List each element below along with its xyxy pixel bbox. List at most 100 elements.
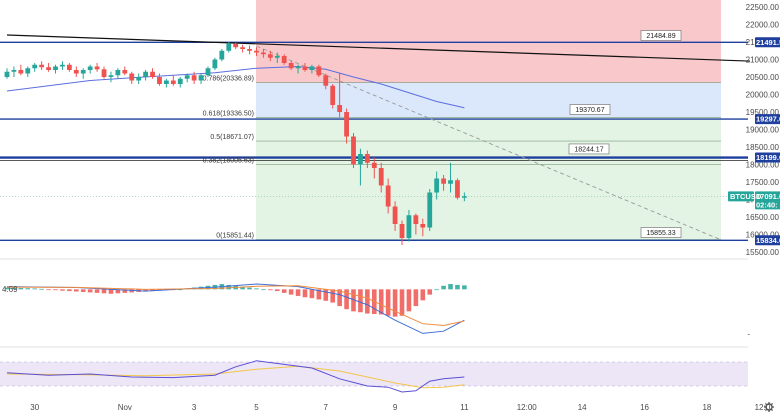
candle-body[interactable]	[136, 77, 142, 81]
candle-body[interactable]	[302, 66, 308, 71]
macd-histogram-bar	[11, 287, 17, 290]
macd-histogram-bar	[74, 289, 79, 292]
candle-body[interactable]	[399, 224, 405, 238]
candlesticks[interactable]	[4, 42, 467, 245]
candle-body[interactable]	[32, 64, 38, 69]
candle-body[interactable]	[434, 178, 440, 193]
candle-body[interactable]	[351, 136, 356, 165]
candle-body[interactable]	[413, 215, 419, 224]
rsi-moving-average	[6, 365, 465, 389]
candle-body[interactable]	[122, 70, 128, 74]
candle-body[interactable]	[4, 71, 10, 77]
candle-body[interactable]	[46, 67, 51, 70]
time-tick-label: 11	[460, 403, 469, 412]
time-tick-label: 16	[640, 403, 649, 412]
candle-body[interactable]	[441, 178, 446, 184]
time-tick-label: 5	[254, 403, 259, 412]
time-tick-label: 12:00	[517, 403, 538, 412]
candle-body[interactable]	[288, 63, 294, 69]
macd-histogram-bar	[365, 289, 370, 314]
fib-label-3: 0.382(18005.63)	[203, 157, 254, 164]
candle-body[interactable]	[177, 78, 183, 84]
macd-histogram-bar	[4, 287, 10, 290]
rsi-pane: 75.0050.0025.00	[0, 346, 780, 394]
candle-body[interactable]	[233, 43, 239, 48]
candle-body[interactable]	[295, 66, 301, 69]
macd-pane: 500.000.00-500.00-1000.004.69	[0, 258, 780, 338]
macd-histogram-bar	[295, 289, 301, 296]
candle-body[interactable]	[455, 180, 460, 198]
candle-body[interactable]	[18, 70, 24, 74]
macd-histogram-bar	[392, 289, 398, 317]
candle-body[interactable]	[198, 75, 204, 81]
candle-body[interactable]	[406, 215, 412, 238]
candle-body[interactable]	[170, 80, 176, 85]
macd-histogram-bar	[281, 289, 287, 293]
candle-body[interactable]	[385, 185, 391, 207]
candle-body[interactable]	[247, 49, 252, 51]
candle-body[interactable]	[205, 68, 211, 76]
macd-histogram-bar	[448, 284, 453, 290]
fib-level-labels: 0.786(20336.89) 0.618(19336.50) 0.5(18671.…	[203, 76, 254, 240]
candle-body[interactable]	[461, 196, 467, 198]
candle-body[interactable]	[358, 154, 363, 165]
candle-body[interactable]	[87, 66, 93, 71]
price-tick-label: 18500.00	[746, 143, 780, 152]
candle-body[interactable]	[53, 66, 58, 71]
price-tick-label: 19500.00	[746, 108, 780, 117]
candle-body[interactable]	[344, 112, 349, 137]
settings-gear-icon[interactable]	[764, 402, 774, 412]
candle-body[interactable]	[212, 59, 218, 69]
candle-body[interactable]	[143, 71, 148, 77]
candle-body[interactable]	[150, 71, 155, 77]
level-box-label: 18244.17	[574, 146, 603, 153]
candle-body[interactable]	[94, 66, 100, 70]
candle-body[interactable]	[371, 162, 377, 168]
candle-body[interactable]	[191, 75, 197, 81]
candle-body[interactable]	[129, 73, 135, 81]
candle-body[interactable]	[184, 75, 190, 79]
price-tick-label: 22500.00	[746, 3, 780, 12]
candle-body[interactable]	[274, 56, 280, 58]
candle-body[interactable]	[240, 47, 246, 49]
fib-label-0: 0.786(20336.89)	[203, 76, 254, 83]
level-box	[640, 227, 682, 238]
macd-histogram-bar	[358, 289, 363, 313]
macd-histogram-bar	[406, 289, 412, 312]
candle-body[interactable]	[39, 64, 45, 68]
candle-body[interactable]	[261, 52, 266, 55]
candle-body[interactable]	[80, 70, 86, 74]
candle-body[interactable]	[427, 192, 433, 228]
candle-body[interactable]	[330, 85, 336, 105]
candle-body[interactable]	[254, 50, 259, 53]
candle-body[interactable]	[378, 168, 384, 186]
candle-body[interactable]	[66, 64, 72, 70]
macd-histogram-bar	[274, 289, 280, 292]
candle-body[interactable]	[163, 80, 169, 85]
candle-body[interactable]	[25, 68, 31, 74]
candle-body[interactable]	[115, 70, 121, 76]
candle-body[interactable]	[108, 75, 114, 77]
candle-body[interactable]	[60, 64, 65, 67]
candle-body[interactable]	[316, 66, 322, 76]
fib-label-2: 0.5(18671.07)	[210, 134, 254, 141]
candle-body[interactable]	[337, 105, 343, 112]
candle-body[interactable]	[267, 54, 273, 58]
candle-body[interactable]	[73, 70, 79, 74]
candle-body[interactable]	[11, 70, 17, 72]
time-tick-label: 18	[702, 403, 711, 412]
macd-histogram-bar	[309, 289, 315, 299]
candle-body[interactable]	[101, 69, 107, 77]
candle-body[interactable]	[364, 154, 370, 163]
candle-body[interactable]	[281, 56, 287, 63]
candle-body[interactable]	[219, 50, 225, 60]
candle-body[interactable]	[157, 77, 162, 84]
candle-body[interactable]	[420, 224, 426, 228]
macd-histogram-bar	[143, 289, 148, 292]
candle-body[interactable]	[392, 206, 398, 225]
candle-body[interactable]	[309, 66, 315, 71]
candle-body[interactable]	[226, 43, 232, 51]
candle-body[interactable]	[448, 180, 453, 184]
candle-body[interactable]	[323, 75, 329, 86]
